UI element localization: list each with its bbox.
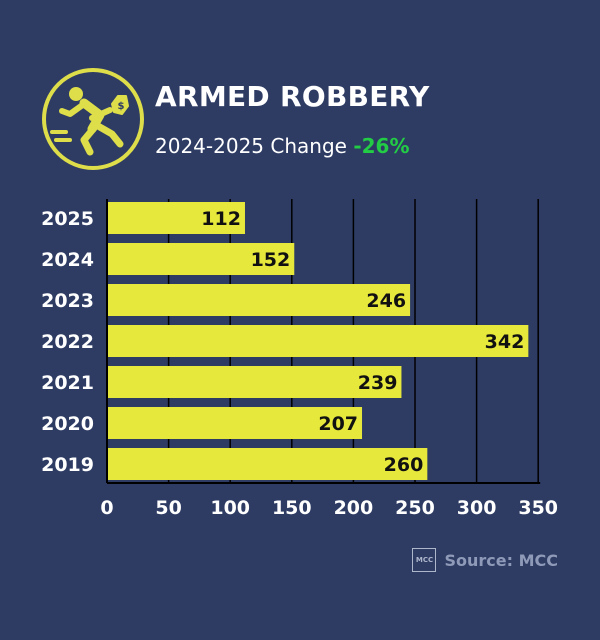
fleeing-robber-icon: $ (42, 68, 144, 170)
bar (107, 325, 529, 357)
x-tick-label: 100 (210, 497, 250, 519)
bar-value-label: 152 (251, 249, 291, 271)
x-tick-label: 150 (272, 497, 312, 519)
category-label: 2019 (41, 454, 94, 476)
bar (107, 448, 428, 480)
x-tick-label: 300 (457, 497, 497, 519)
category-label: 2025 (41, 208, 94, 230)
bar-value-label: 207 (318, 413, 358, 435)
bar (107, 284, 411, 316)
x-tick-label: 250 (395, 497, 435, 519)
change-value: -26% (353, 134, 410, 158)
bar-value-label: 112 (201, 208, 241, 230)
bar (107, 366, 402, 398)
category-label: 2020 (41, 413, 94, 435)
bar (107, 202, 245, 234)
svg-text:$: $ (118, 101, 125, 112)
x-tick-label: 200 (334, 497, 374, 519)
category-label: 2021 (41, 372, 94, 394)
chart-subtitle: 2024-2025 Change -26% (155, 134, 409, 158)
bar-value-label: 342 (485, 331, 525, 353)
subtitle-prefix: 2024-2025 Change (155, 134, 354, 158)
chart-title: ARMED ROBBERY (155, 80, 430, 113)
bar-value-label: 246 (366, 290, 406, 312)
x-tick-label: 50 (155, 497, 181, 519)
x-tick-label: 0 (100, 497, 113, 519)
x-tick-label: 350 (518, 497, 558, 519)
bar (107, 407, 363, 439)
source-footer: MCC Source: MCC (412, 548, 558, 572)
category-label: 2024 (41, 249, 94, 271)
bar (107, 243, 295, 275)
bar-value-label: 239 (358, 372, 398, 394)
bar-value-label: 260 (384, 454, 424, 476)
source-label: Source: MCC (444, 550, 558, 570)
category-label: 2022 (41, 331, 94, 353)
category-label: 2023 (41, 290, 94, 312)
mcc-logo-icon: MCC (412, 548, 437, 572)
